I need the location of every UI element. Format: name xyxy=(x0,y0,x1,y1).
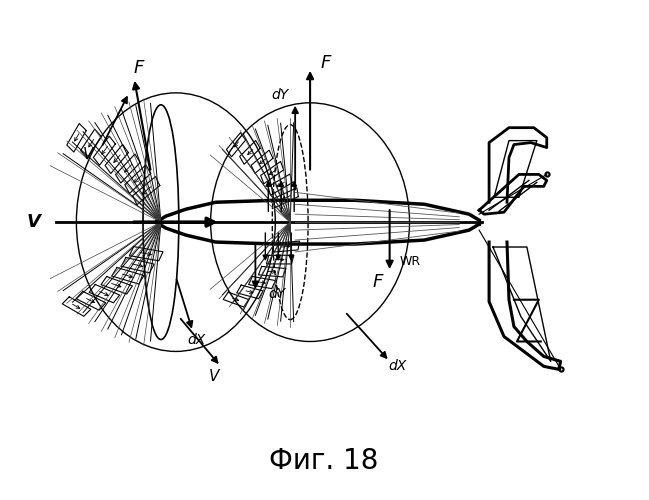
Text: V: V xyxy=(27,213,41,231)
Text: dX: dX xyxy=(188,332,206,346)
Text: dY: dY xyxy=(272,88,289,102)
Text: V: V xyxy=(208,369,219,384)
Text: F: F xyxy=(321,54,331,72)
Text: dX: dX xyxy=(389,360,407,374)
Text: F: F xyxy=(373,273,383,291)
Text: V: V xyxy=(83,147,93,162)
Text: F: F xyxy=(134,59,144,77)
Text: dY: dY xyxy=(268,287,286,301)
Text: WR: WR xyxy=(400,256,421,268)
Text: Фиг. 18: Фиг. 18 xyxy=(269,447,378,475)
